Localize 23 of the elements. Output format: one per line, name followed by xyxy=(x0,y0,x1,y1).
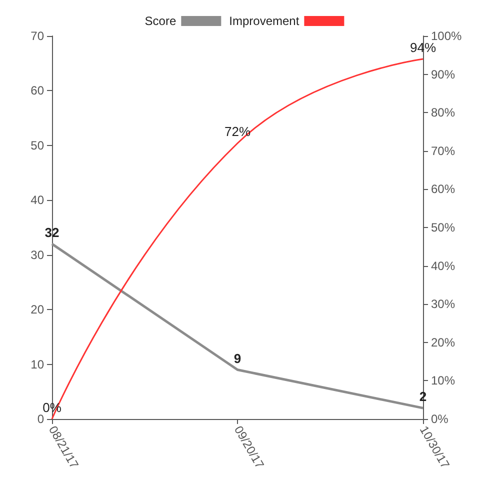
legend-label: Score xyxy=(144,14,176,28)
y-tick-label: 20 xyxy=(30,302,44,317)
y-tick-label: 70 xyxy=(30,29,44,43)
data-label: 72% xyxy=(224,124,251,140)
legend-label: Improvement xyxy=(229,14,300,28)
y2-tick-label: 30% xyxy=(431,297,456,312)
y-tick-label: 0 xyxy=(37,412,44,426)
y2-tick-label: 90% xyxy=(431,67,456,82)
data-label: 9 xyxy=(234,350,242,366)
y2-tick-label: 70% xyxy=(431,144,456,158)
y-tick-label: 50 xyxy=(30,138,44,152)
y-tick-label: 60 xyxy=(30,84,44,98)
y2-tick-label: 40% xyxy=(431,258,456,273)
y2-tick-label: 50% xyxy=(431,220,456,234)
y2-tick-label: 80% xyxy=(431,106,456,120)
y-tick-label: 40 xyxy=(30,193,44,208)
y-tick-label: 30 xyxy=(30,248,44,262)
y2-tick-label: 60% xyxy=(431,182,456,196)
y2-tick-label: 100% xyxy=(431,29,462,43)
y2-tick-label: 20% xyxy=(431,335,456,350)
y2-tick-label: 0% xyxy=(431,412,449,426)
y2-tick-label: 10% xyxy=(431,374,456,388)
y-tick-label: 10 xyxy=(30,357,44,372)
